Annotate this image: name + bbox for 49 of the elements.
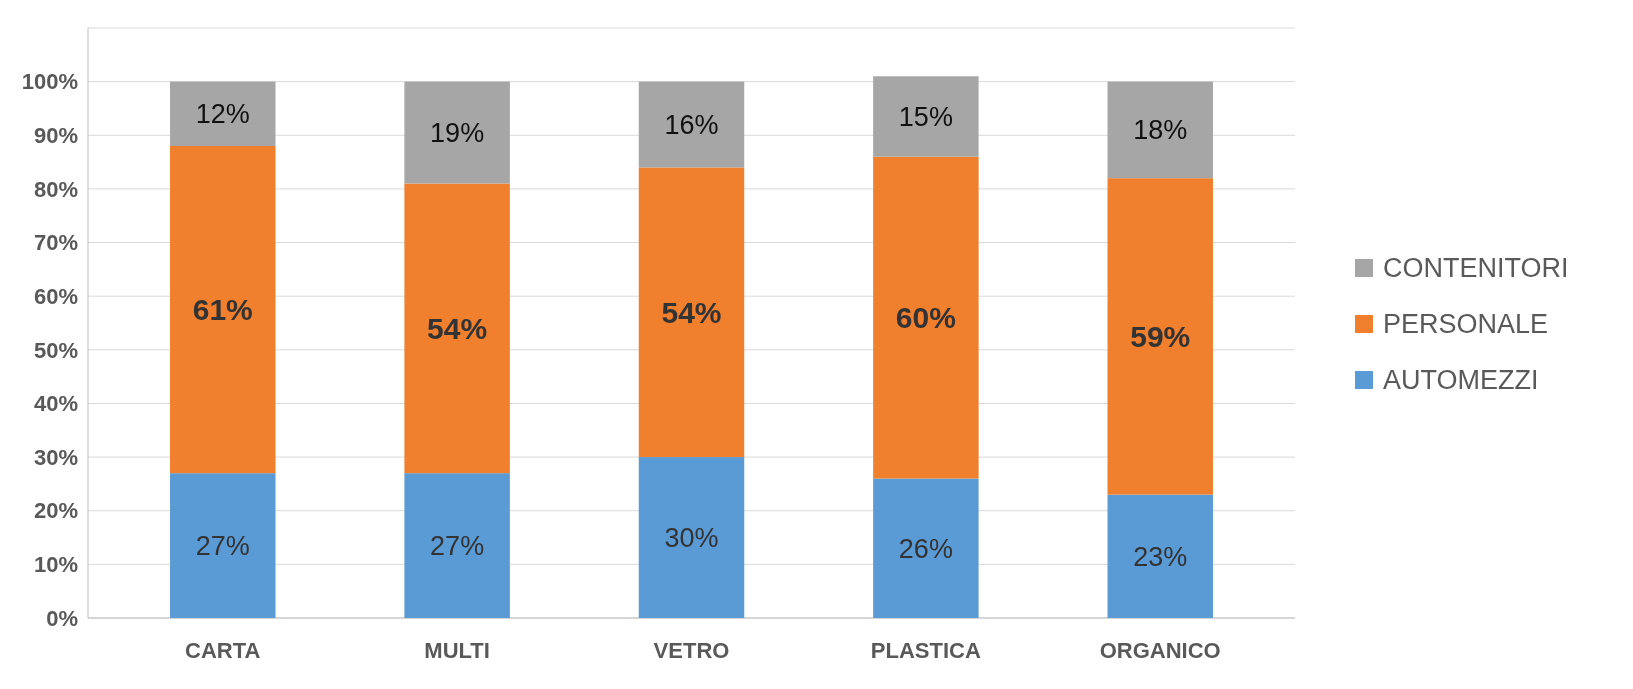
y-tick-label: 50% [33,337,78,363]
bar [873,156,979,479]
legend-label: AUTOMEZZI [1383,365,1539,396]
data-label: 59% [1130,319,1191,353]
y-tick-label: 60% [33,283,78,309]
data-label: 12% [195,99,250,130]
legend-label: CONTENITORI [1383,253,1569,284]
y-tick-label: 90% [33,122,78,148]
data-label: 19% [430,118,485,149]
bar [170,473,276,618]
bar [873,76,979,157]
bar [1107,81,1213,179]
bar [170,81,276,146]
y-tick-label: 0% [46,605,78,631]
y-tick-label: 80% [33,176,78,202]
bar [638,167,745,458]
data-label: 16% [664,110,719,140]
x-tick-label: PLASTICA [870,638,981,663]
bar [404,81,510,184]
bar [1107,494,1213,618]
y-tick-label: 30% [33,444,78,470]
y-tick-label: 100% [21,69,78,95]
bar [638,457,745,618]
x-tick-label: MULTI [424,638,490,663]
legend-label: PERSONALE [1383,309,1549,340]
data-label: 26% [898,533,953,564]
bar [404,183,510,474]
data-label: 30% [664,523,719,553]
data-label: 18% [1133,115,1188,146]
y-tick-label: 70% [33,230,78,256]
x-tick-label: ORGANICO [1099,638,1221,663]
bar [873,478,979,618]
data-label: 27% [195,531,250,562]
data-label: 54% [661,295,722,329]
x-tick-label: CARTA [185,638,261,663]
bar [170,146,276,474]
bar [638,81,745,168]
data-label: 61% [192,293,253,327]
data-label: 54% [427,311,488,345]
data-label: 23% [1133,541,1188,572]
y-tick-label: 20% [33,498,78,524]
y-tick-label: 40% [33,391,78,417]
bar [1107,178,1213,495]
y-tick-label: 10% [33,552,78,578]
bar [404,473,510,618]
data-label: 60% [895,301,956,335]
data-label: 27% [430,531,485,562]
x-tick-label: VETRO [653,638,730,663]
data-label: 15% [898,101,953,132]
